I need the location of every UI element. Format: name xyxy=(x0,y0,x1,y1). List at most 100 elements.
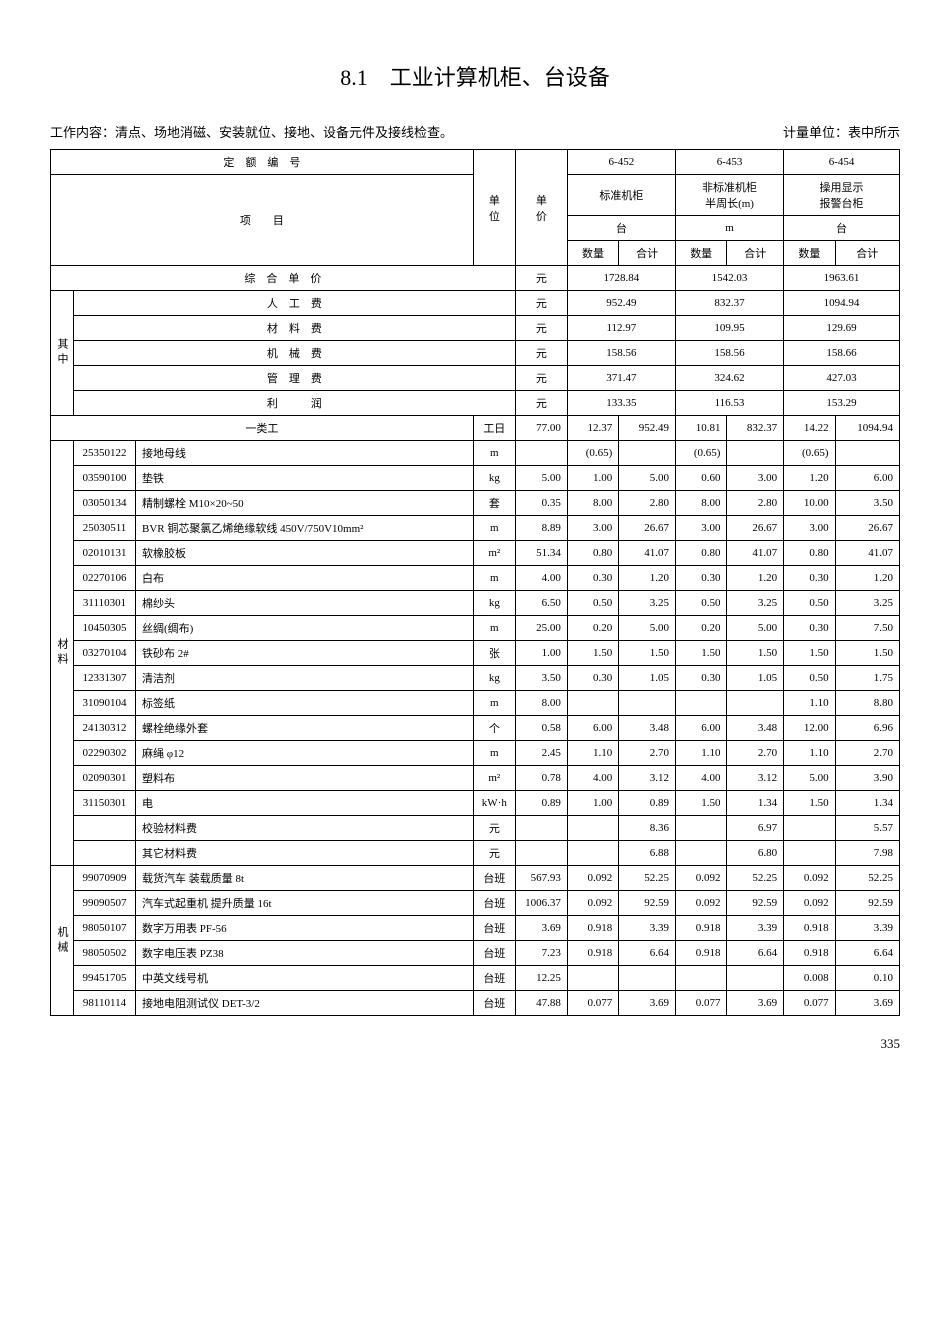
cost-val-1-0: 112.97 xyxy=(567,316,675,341)
mach-s-4-2: 0.10 xyxy=(835,966,899,991)
mat-q-8-0: 1.50 xyxy=(567,641,618,666)
mat-s-6-2: 3.25 xyxy=(835,591,899,616)
mat-unit-0: m xyxy=(473,441,515,466)
labor-unit: 工日 xyxy=(473,416,515,441)
cost-row-3: 管 理 费 xyxy=(74,366,516,391)
mat-code-11: 24130312 xyxy=(74,716,136,741)
mach-q-4-0 xyxy=(567,966,618,991)
cost-unit-4: 元 xyxy=(515,391,567,416)
mat-unit-16: 元 xyxy=(473,841,515,866)
mat-s-14-0: 0.89 xyxy=(619,791,676,816)
mat-q-15-0 xyxy=(567,816,618,841)
mach-q-3-2: 0.918 xyxy=(784,941,835,966)
mach-code-3: 98050502 xyxy=(74,941,136,966)
col-code-2: 6-454 xyxy=(784,150,900,175)
mat-unit-8: 张 xyxy=(473,641,515,666)
mat-code-4: 02010131 xyxy=(74,541,136,566)
mat-code-2: 03050134 xyxy=(74,491,136,516)
mat-price-8: 1.00 xyxy=(515,641,567,666)
sum-h-2: 合计 xyxy=(835,241,899,266)
sum-h-0: 合计 xyxy=(619,241,676,266)
mat-price-15 xyxy=(515,816,567,841)
mach-s-2-0: 3.39 xyxy=(619,916,676,941)
mat-s-9-0: 1.05 xyxy=(619,666,676,691)
mat-s-4-2: 41.07 xyxy=(835,541,899,566)
mat-q-1-1: 0.60 xyxy=(675,466,726,491)
mat-q-16-2 xyxy=(784,841,835,866)
mat-s-2-0: 2.80 xyxy=(619,491,676,516)
col-name-2: 操用显示报警台柜 xyxy=(784,175,900,216)
mat-q-9-0: 0.30 xyxy=(567,666,618,691)
cost-group-label: 其中 xyxy=(51,291,74,416)
mat-s-5-2: 1.20 xyxy=(835,566,899,591)
mat-q-2-0: 8.00 xyxy=(567,491,618,516)
mach-q-5-0: 0.077 xyxy=(567,991,618,1016)
mat-q-11-0: 6.00 xyxy=(567,716,618,741)
cost-unit-2: 元 xyxy=(515,341,567,366)
mat-q-14-1: 1.50 xyxy=(675,791,726,816)
mat-unit-11: 个 xyxy=(473,716,515,741)
labor-q-1: 10.81 xyxy=(675,416,726,441)
mat-name-12: 麻绳 φ12 xyxy=(136,741,474,766)
mach-q-4-1 xyxy=(675,966,726,991)
mach-price-0: 567.93 xyxy=(515,866,567,891)
mat-q-4-0: 0.80 xyxy=(567,541,618,566)
cost-row-4: 利 润 xyxy=(74,391,516,416)
mat-s-9-1: 1.05 xyxy=(727,666,784,691)
mat-code-14: 31150301 xyxy=(74,791,136,816)
mat-q-3-0: 3.00 xyxy=(567,516,618,541)
mat-q-5-2: 0.30 xyxy=(784,566,835,591)
cost-val-2-0: 158.56 xyxy=(567,341,675,366)
mach-s-5-0: 3.69 xyxy=(619,991,676,1016)
cost-row-1: 材 料 费 xyxy=(74,316,516,341)
mat-q-8-1: 1.50 xyxy=(675,641,726,666)
mat-s-5-1: 1.20 xyxy=(727,566,784,591)
mach-s-5-1: 3.69 xyxy=(727,991,784,1016)
mat-s-13-1: 3.12 xyxy=(727,766,784,791)
mat-name-8: 铁砂布 2# xyxy=(136,641,474,666)
mat-code-3: 25030511 xyxy=(74,516,136,541)
mat-s-7-0: 5.00 xyxy=(619,616,676,641)
mat-name-14: 电 xyxy=(136,791,474,816)
mat-code-15 xyxy=(74,816,136,841)
mat-s-16-0: 6.88 xyxy=(619,841,676,866)
mach-price-3: 7.23 xyxy=(515,941,567,966)
mat-code-5: 02270106 xyxy=(74,566,136,591)
mach-code-2: 98050107 xyxy=(74,916,136,941)
mat-s-11-2: 6.96 xyxy=(835,716,899,741)
mat-name-11: 螺栓绝缘外套 xyxy=(136,716,474,741)
mach-unit-5: 台班 xyxy=(473,991,515,1016)
mat-q-6-0: 0.50 xyxy=(567,591,618,616)
mach-q-3-1: 0.918 xyxy=(675,941,726,966)
mat-s-4-1: 41.07 xyxy=(727,541,784,566)
mach-s-3-1: 6.64 xyxy=(727,941,784,966)
mat-unit-4: m² xyxy=(473,541,515,566)
mat-unit-6: kg xyxy=(473,591,515,616)
col-name-1: 非标准机柜半周长(m) xyxy=(675,175,783,216)
mat-q-0-0: (0.65) xyxy=(567,441,618,466)
mat-unit-3: m xyxy=(473,516,515,541)
mach-q-1-1: 0.092 xyxy=(675,891,726,916)
labor-price: 77.00 xyxy=(515,416,567,441)
mat-q-2-2: 10.00 xyxy=(784,491,835,516)
mat-price-0 xyxy=(515,441,567,466)
mat-q-10-1 xyxy=(675,691,726,716)
col-unit-2: 台 xyxy=(784,216,900,241)
mat-q-0-2: (0.65) xyxy=(784,441,835,466)
mat-name-2: 精制螺栓 M10×20~50 xyxy=(136,491,474,516)
mat-name-16: 其它材料费 xyxy=(136,841,474,866)
qty-h-2: 数量 xyxy=(784,241,835,266)
mat-code-8: 03270104 xyxy=(74,641,136,666)
mach-q-0-0: 0.092 xyxy=(567,866,618,891)
mach-q-4-2: 0.008 xyxy=(784,966,835,991)
mat-q-9-1: 0.30 xyxy=(675,666,726,691)
mat-q-4-2: 0.80 xyxy=(784,541,835,566)
mach-q-5-2: 0.077 xyxy=(784,991,835,1016)
mat-unit-13: m² xyxy=(473,766,515,791)
cost-val-0-1: 832.37 xyxy=(675,291,783,316)
col-code-0: 6-452 xyxy=(567,150,675,175)
composite-0: 1728.84 xyxy=(567,266,675,291)
mat-s-9-2: 1.75 xyxy=(835,666,899,691)
mat-q-12-0: 1.10 xyxy=(567,741,618,766)
mat-s-3-1: 26.67 xyxy=(727,516,784,541)
